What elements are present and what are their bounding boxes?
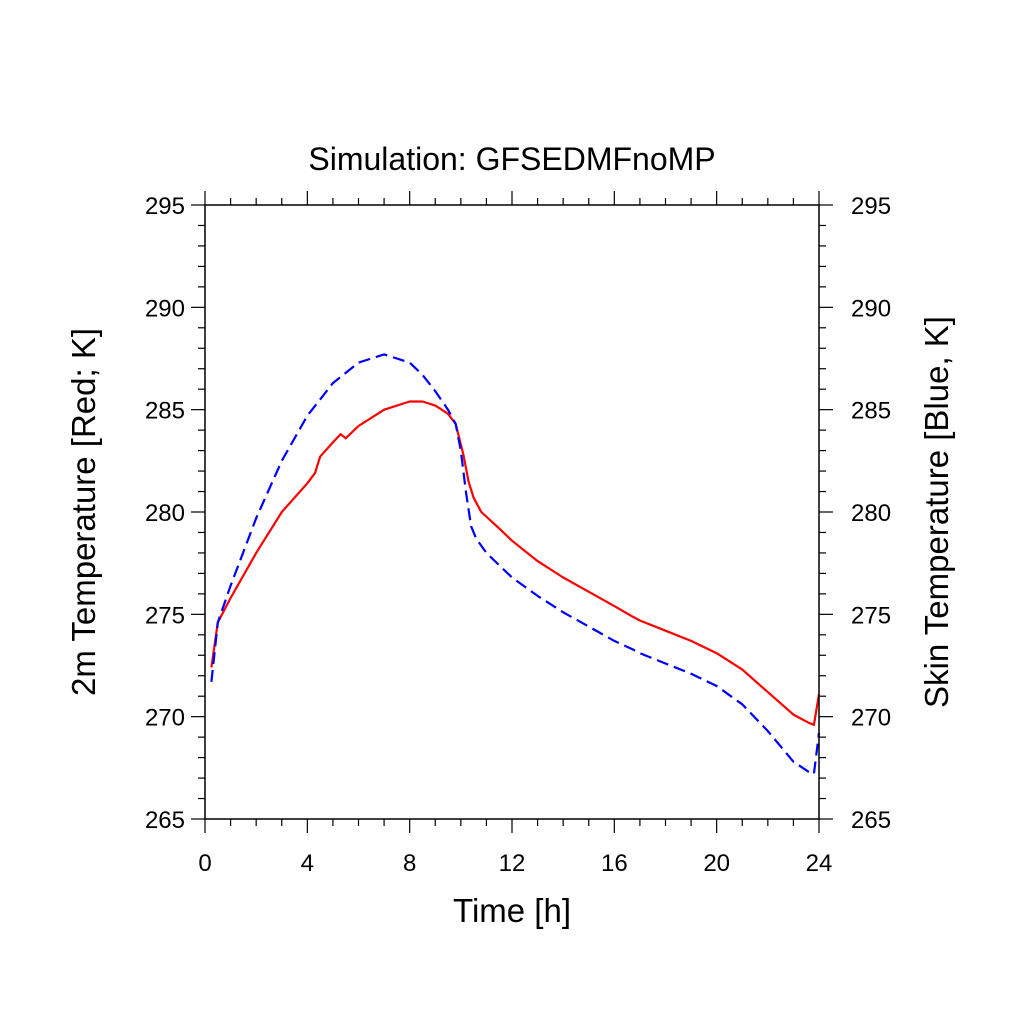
x-tick-label: 24 <box>806 850 833 877</box>
chart-title: Simulation: GFSEDMFnoMP <box>308 141 715 177</box>
x-tick-label: 4 <box>301 850 314 877</box>
y-tick-label-right: 290 <box>851 295 891 322</box>
y-tick-label-right: 275 <box>851 602 891 629</box>
x-tick-label: 8 <box>403 850 416 877</box>
y-tick-label-right: 295 <box>851 193 891 220</box>
y-tick-label-left: 285 <box>145 398 185 425</box>
y-tick-label-left: 295 <box>145 193 185 220</box>
y-axis-title-right: Skin Temperature [Blue, K] <box>918 316 955 708</box>
x-tick-label: 12 <box>499 850 526 877</box>
y-tick-label-right: 265 <box>851 807 891 834</box>
y-tick-label-left: 265 <box>145 807 185 834</box>
x-tick-label: 20 <box>703 850 730 877</box>
axis-ticks <box>191 191 833 833</box>
y-axis-title-left: 2m Temperature [Red; K] <box>65 328 102 696</box>
y-tick-label-right: 280 <box>851 500 891 527</box>
series-lines <box>210 353 821 776</box>
plot-frame <box>204 204 820 820</box>
series-line-2m-temperature <box>210 400 821 727</box>
y-tick-label-left: 275 <box>145 602 185 629</box>
y-tick-label-left: 280 <box>145 500 185 527</box>
x-axis-title: Time [h] <box>453 892 571 929</box>
x-tick-label: 16 <box>601 850 628 877</box>
x-tick-label: 0 <box>198 850 211 877</box>
y-tick-label-right: 270 <box>851 705 891 732</box>
series-line-skin-temperature <box>210 353 821 776</box>
y-tick-label-left: 270 <box>145 705 185 732</box>
tick-labels: 0 4 8 12 16 20 24 265 265 270 270 275 275 280 280 285 28… <box>145 193 891 877</box>
y-tick-label-right: 285 <box>851 398 891 425</box>
y-tick-label-left: 290 <box>145 295 185 322</box>
